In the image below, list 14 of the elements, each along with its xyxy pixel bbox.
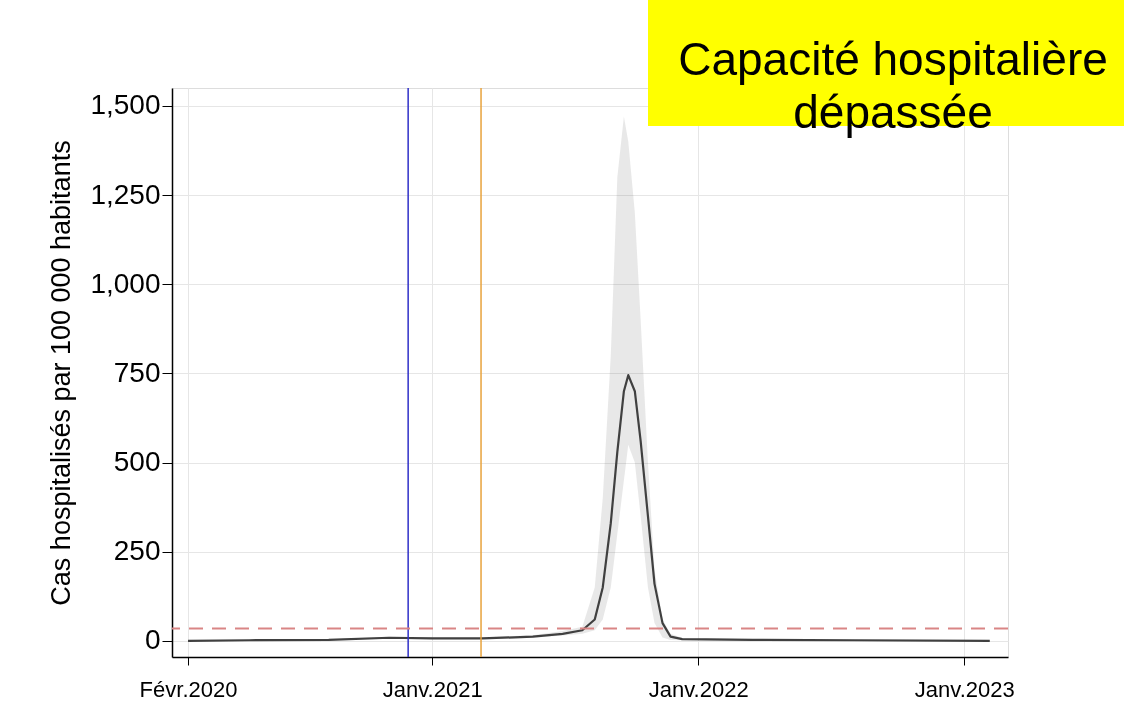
annotation: Capacité hospitalière dépassée <box>678 33 1108 138</box>
line-series <box>186 374 991 643</box>
y-tick-label: 250 <box>113 535 161 567</box>
y-tick-label: 1,000 <box>90 267 161 299</box>
y-tick-label: 750 <box>113 356 161 388</box>
x-tick-label: Janv.2021 <box>382 676 483 702</box>
y-tick-label: 500 <box>113 446 161 478</box>
y-axis-title: Cas hospitalisés par 100 000 habitants <box>46 140 77 606</box>
y-tick-label: 0 <box>144 624 161 656</box>
y-tick-label: 1,500 <box>90 89 161 121</box>
x-tick-label: Févr.2020 <box>139 676 238 702</box>
x-tick-label: Janv.2023 <box>914 676 1015 702</box>
x-tick-label: Janv.2022 <box>648 676 749 702</box>
y-tick-label: 1,250 <box>90 178 161 210</box>
